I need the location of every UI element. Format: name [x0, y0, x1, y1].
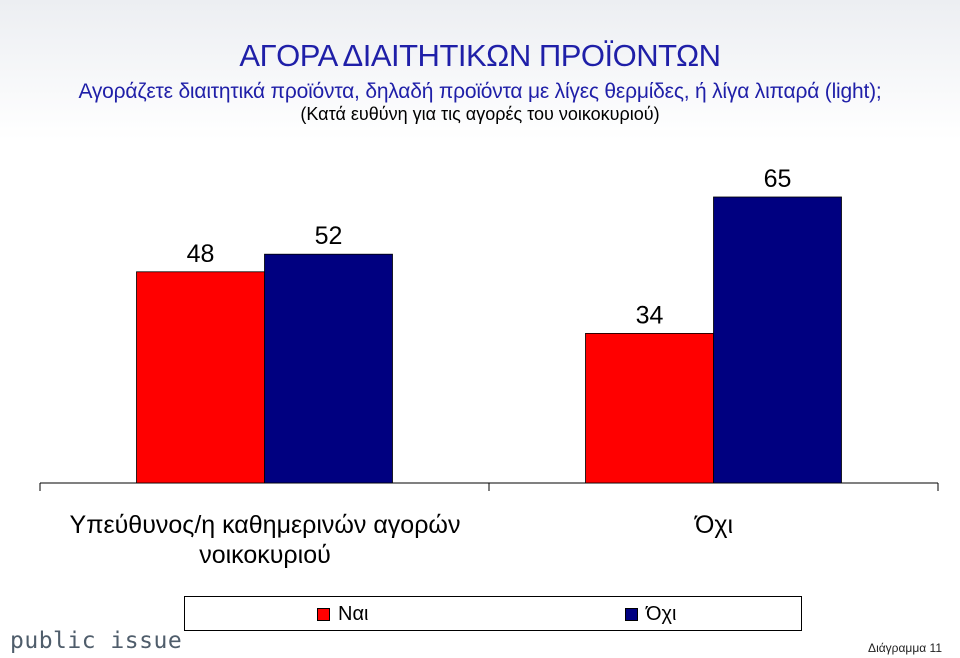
legend-item-yes: Ναι	[317, 603, 368, 626]
data-label: 34	[636, 301, 664, 329]
category-label-line-1: Υπεύθυνος/η καθημερινών αγορών	[69, 511, 461, 539]
legend-swatch-yes	[317, 608, 330, 621]
legend-item-no: Όχι	[625, 603, 676, 626]
data-label: 52	[315, 222, 343, 250]
category-label-no: Όχι	[694, 511, 734, 539]
category-label-line-2: νοικοκυριού	[199, 541, 331, 569]
legend-label-no: Όχι	[646, 603, 677, 625]
legend-label-yes: Ναι	[338, 603, 369, 625]
chart-title: ΑΓΟΡΑ ΔΙΑΙΤΗΤΙΚΩΝ ΠΡΟΪΟΝΤΩΝ	[239, 38, 721, 73]
data-label: 48	[187, 240, 215, 268]
chart-note: (Κατά ευθύνη για τις αγορές του νοικοκυρ…	[300, 104, 660, 124]
chart-subtitle: Αγοράζετε διαιτητικά προϊόντα, δηλαδή πρ…	[78, 80, 882, 103]
data-label: 65	[764, 165, 792, 193]
legend-swatch-no	[625, 608, 638, 621]
brand-logo: public issue	[10, 628, 183, 654]
page-label: Διάγραμμα 11	[868, 641, 942, 655]
bar-no-0	[264, 253, 393, 484]
chart-legend: Ναι Όχι	[184, 596, 802, 631]
bar-yes-1	[585, 332, 714, 484]
bar-no-1	[713, 196, 842, 484]
category-label-responsible: Υπεύθυνος/η καθημερινών αγορών νοικοκυρι…	[40, 510, 490, 570]
bar-yes-0	[136, 271, 265, 484]
